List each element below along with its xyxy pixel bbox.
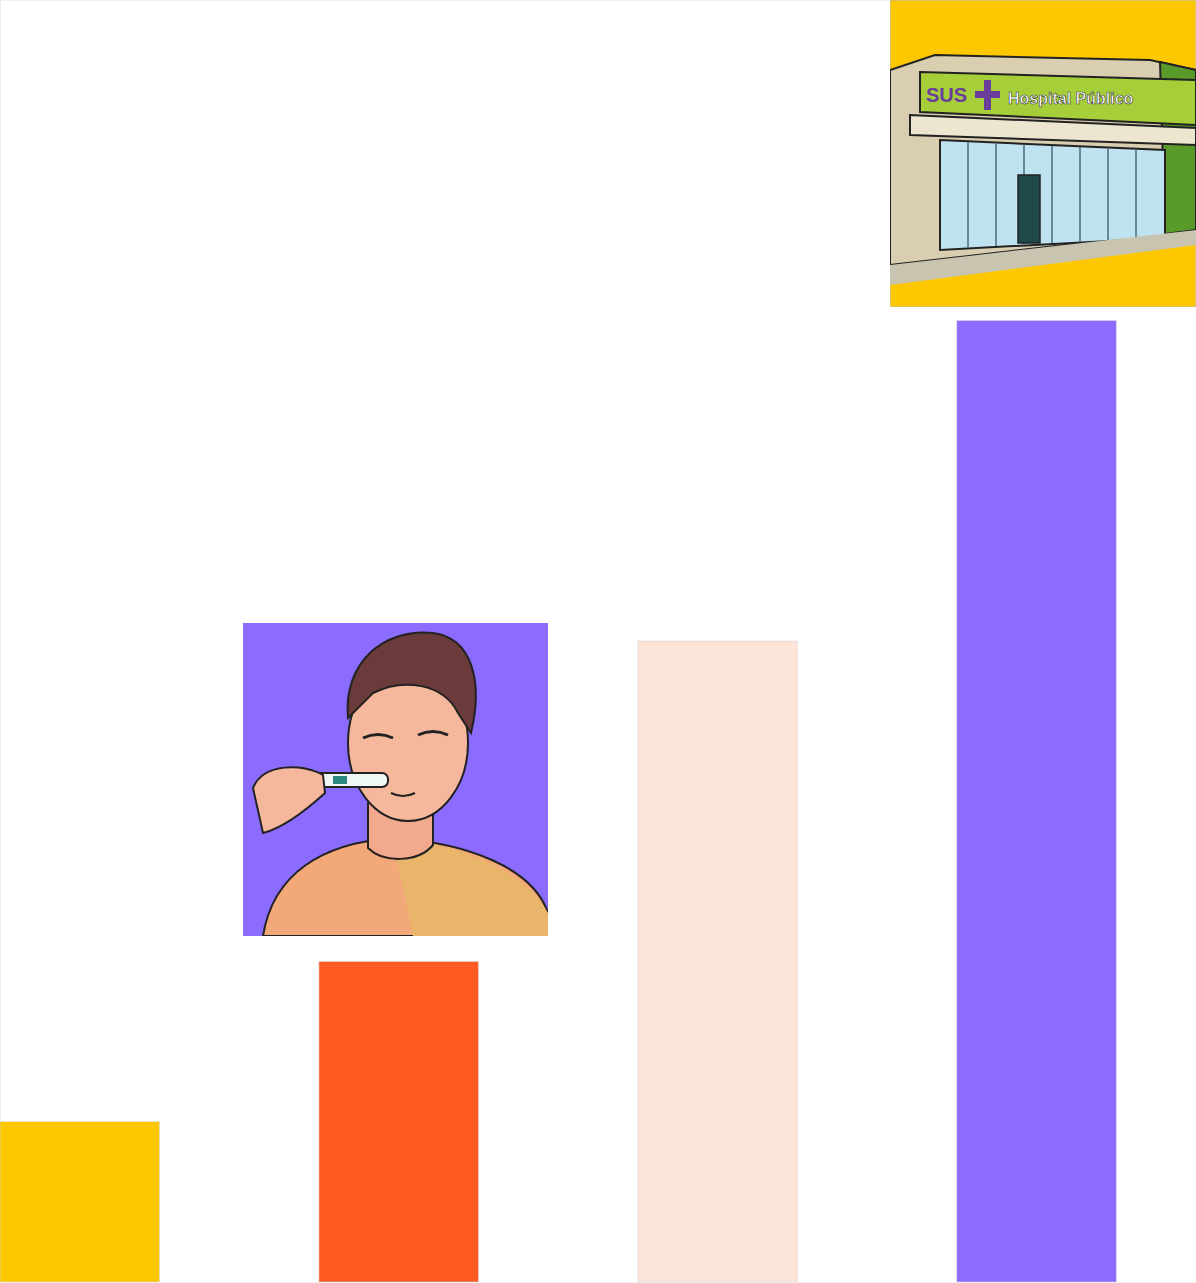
svg-text:Hospital Público: Hospital Público: [1008, 90, 1134, 107]
svg-text:SUS: SUS: [926, 84, 967, 106]
